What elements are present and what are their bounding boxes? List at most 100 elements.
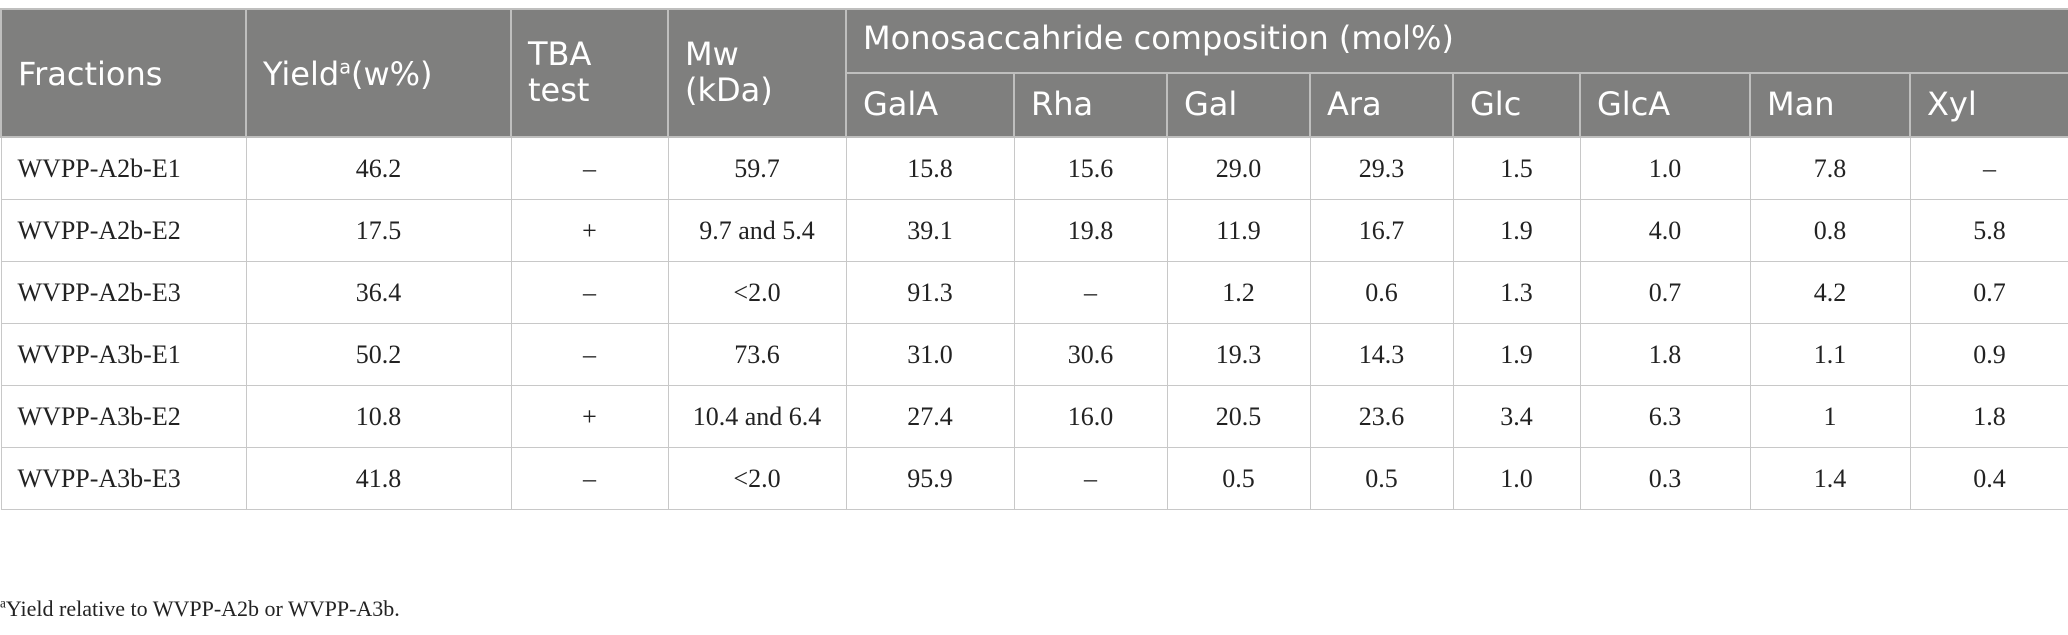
cell-glc: 3.4 [1452, 385, 1581, 448]
cell-gal: 19.3 [1166, 323, 1311, 386]
cell-glc: 1.9 [1452, 323, 1581, 386]
cell-rha: – [1013, 261, 1168, 324]
cell-xyl: 5.8 [1909, 199, 2068, 262]
cell-fraction: WVPP-A2b-E3 [0, 261, 247, 324]
table-row: WVPP-A2b-E1 46.2 – 59.7 15.8 15.6 29.0 2… [0, 136, 2068, 200]
header-mono-ara: Ara [1309, 72, 1454, 138]
cell-gal: 20.5 [1166, 385, 1311, 448]
cell-fraction: WVPP-A3b-E1 [0, 323, 247, 386]
cell-tba: – [510, 136, 669, 200]
cell-ara: 0.5 [1309, 447, 1454, 510]
header-yield: Yielda(w%) [245, 8, 512, 138]
cell-man: 1.4 [1749, 447, 1911, 510]
table-row: WVPP-A2b-E2 17.5 + 9.7 and 5.4 39.1 19.8… [0, 199, 2068, 262]
cell-mw: 9.7 and 5.4 [667, 199, 847, 262]
header-tba: TBA test [510, 8, 669, 138]
cell-xyl: 0.7 [1909, 261, 2068, 324]
footnote-text: Yield relative to WVPP-A2b or WVPP-A3b. [5, 596, 400, 621]
cell-rha: 19.8 [1013, 199, 1168, 262]
table-row: WVPP-A3b-E2 10.8 + 10.4 and 6.4 27.4 16.… [0, 385, 2068, 448]
cell-gala: 39.1 [845, 199, 1015, 262]
cell-tba: – [510, 323, 669, 386]
table-row: WVPP-A3b-E1 50.2 – 73.6 31.0 30.6 19.3 1… [0, 323, 2068, 386]
cell-fraction: WVPP-A3b-E3 [0, 447, 247, 510]
cell-gal: 29.0 [1166, 136, 1311, 200]
cell-mw: 59.7 [667, 136, 847, 200]
header-mono-rha: Rha [1013, 72, 1168, 138]
cell-gala: 15.8 [845, 136, 1015, 200]
cell-yield: 10.8 [245, 385, 512, 448]
header-row-top: Fractions Yielda(w%) TBA test Mw (kDa) M… [0, 8, 2068, 138]
cell-ara: 29.3 [1309, 136, 1454, 200]
header-yield-label: Yield [263, 55, 340, 93]
cell-xyl: – [1909, 136, 2068, 200]
cell-tba: + [510, 199, 669, 262]
cell-fraction: WVPP-A2b-E2 [0, 199, 247, 262]
cell-rha: 16.0 [1013, 385, 1168, 448]
cell-glca: 0.3 [1579, 447, 1751, 510]
header-mono-xyl: Xyl [1908, 72, 2068, 138]
table-row: WVPP-A3b-E3 41.8 – <2.0 95.9 – 0.5 0.5 1… [0, 447, 2068, 510]
cell-man: 1 [1749, 385, 1911, 448]
data-table-container: Fractions Yielda(w%) TBA test Mw (kDa) M… [0, 8, 2068, 510]
cell-glca: 1.8 [1579, 323, 1751, 386]
cell-tba: – [510, 447, 669, 510]
monosaccharide-table: Fractions Yielda(w%) TBA test Mw (kDa) M… [0, 8, 2068, 510]
cell-man: 4.2 [1749, 261, 1911, 324]
cell-mw: 10.4 and 6.4 [667, 385, 847, 448]
cell-glc: 1.5 [1452, 136, 1581, 200]
cell-tba: + [510, 385, 669, 448]
cell-glc: 1.3 [1452, 261, 1581, 324]
cell-gala: 31.0 [845, 323, 1015, 386]
cell-gala: 27.4 [845, 385, 1015, 448]
cell-ara: 14.3 [1309, 323, 1454, 386]
header-mono-glc: Glc [1452, 72, 1581, 138]
header-row-sub: GalA Rha Gal Ara Glc GlcA Man Xyl [1, 72, 2068, 138]
cell-xyl: 0.9 [1909, 323, 2068, 386]
cell-glca: 6.3 [1579, 385, 1751, 448]
header-mono-gal: Gal [1166, 72, 1311, 138]
cell-mw: 73.6 [667, 323, 847, 386]
cell-rha: – [1013, 447, 1168, 510]
header-mono-group: Monosaccahride composition (mol%) [844, 8, 2068, 74]
cell-yield: 17.5 [245, 199, 512, 262]
cell-glca: 4.0 [1579, 199, 1751, 262]
cell-gala: 95.9 [845, 447, 1015, 510]
header-yield-unit: (w%) [350, 55, 433, 93]
cell-gal: 11.9 [1166, 199, 1311, 262]
cell-tba: – [510, 261, 669, 324]
cell-gal: 1.2 [1166, 261, 1311, 324]
cell-man: 1.1 [1749, 323, 1911, 386]
header-yield-sup: a [339, 55, 351, 79]
cell-yield: 41.8 [245, 447, 512, 510]
cell-gala: 91.3 [845, 261, 1015, 324]
header-mono-gala: GalA [845, 72, 1015, 138]
cell-ara: 0.6 [1309, 261, 1454, 324]
table-row: WVPP-A2b-E3 36.4 – <2.0 91.3 – 1.2 0.6 1… [0, 261, 2068, 324]
header-mono-man: Man [1749, 72, 1911, 138]
cell-ara: 16.7 [1309, 199, 1454, 262]
cell-man: 7.8 [1749, 136, 1911, 200]
cell-glca: 0.7 [1579, 261, 1751, 324]
cell-fraction: WVPP-A2b-E1 [0, 136, 247, 200]
cell-glca: 1.0 [1579, 136, 1751, 200]
cell-yield: 50.2 [245, 323, 512, 386]
cell-fraction: WVPP-A3b-E2 [0, 385, 247, 448]
cell-mw: <2.0 [667, 261, 847, 324]
cell-gal: 0.5 [1166, 447, 1311, 510]
table-footnote: aYield relative to WVPP-A2b or WVPP-A3b. [0, 596, 400, 622]
cell-glc: 1.0 [1452, 447, 1581, 510]
cell-yield: 46.2 [245, 136, 512, 200]
cell-rha: 15.6 [1013, 136, 1168, 200]
cell-xyl: 0.4 [1909, 447, 2068, 510]
footnote-sup: a [0, 595, 6, 611]
cell-rha: 30.6 [1013, 323, 1168, 386]
header-mono-glca: GlcA [1579, 72, 1751, 138]
header-mw: Mw (kDa) [667, 8, 847, 138]
cell-glc: 1.9 [1452, 199, 1581, 262]
header-fractions: Fractions [0, 8, 247, 138]
cell-man: 0.8 [1749, 199, 1911, 262]
cell-ara: 23.6 [1309, 385, 1454, 448]
cell-xyl: 1.8 [1909, 385, 2068, 448]
cell-mw: <2.0 [667, 447, 847, 510]
